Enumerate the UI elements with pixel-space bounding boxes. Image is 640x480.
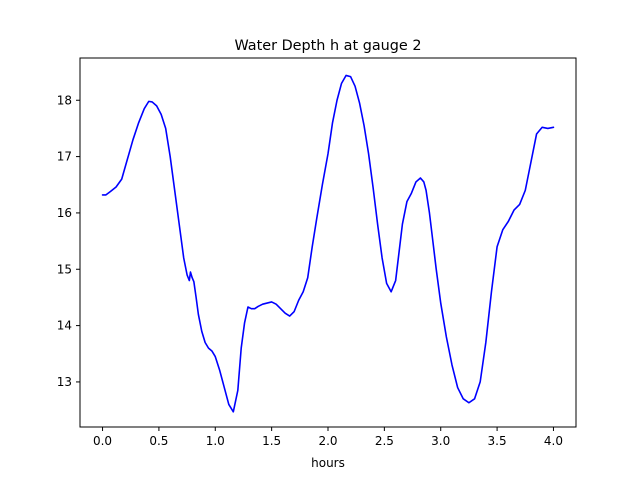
y-axis: 13 14 15 16 17 18 <box>57 93 80 389</box>
x-tick-label: 2.5 <box>375 434 394 448</box>
y-tick-label: 15 <box>57 262 72 276</box>
y-tick-label: 14 <box>57 319 72 333</box>
y-tick-label: 16 <box>57 206 72 220</box>
y-tick-label: 13 <box>57 375 72 389</box>
x-axis: 0.0 0.5 1.0 1.5 2.0 2.5 3.0 3.5 4.0 <box>93 427 563 448</box>
plot-area <box>101 74 555 413</box>
x-tick-label: 1.0 <box>206 434 225 448</box>
chart-title: Water Depth h at gauge 2 <box>234 38 421 54</box>
x-tick-label: 4.0 <box>544 434 563 448</box>
x-tick-label: 0.0 <box>93 434 112 448</box>
x-tick-label: 2.0 <box>318 434 337 448</box>
y-tick-label: 17 <box>57 150 72 164</box>
x-axis-label: hours <box>311 456 345 470</box>
y-tick-label: 18 <box>57 93 72 107</box>
x-tick-label: 0.5 <box>149 434 168 448</box>
x-tick-label: 1.5 <box>262 434 281 448</box>
x-tick-label: 3.0 <box>431 434 450 448</box>
series-line <box>101 74 555 413</box>
x-tick-label: 3.5 <box>488 434 507 448</box>
